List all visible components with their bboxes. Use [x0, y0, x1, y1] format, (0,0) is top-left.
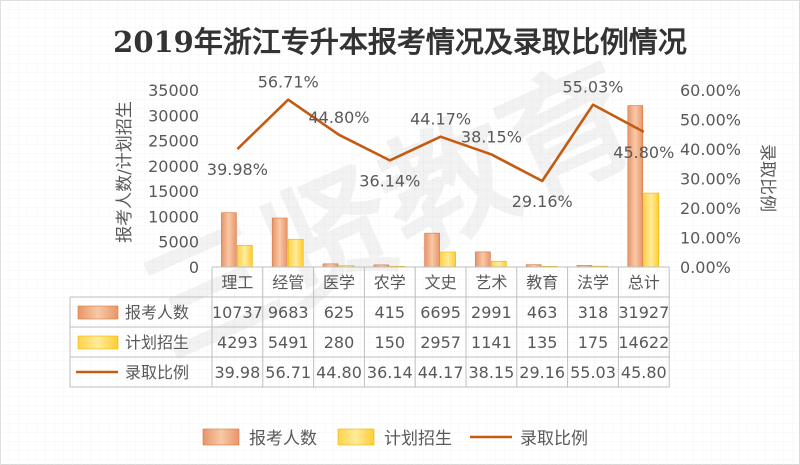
legend-label-0: 报考人数: [249, 429, 317, 449]
table-cell-0-3: 415: [375, 303, 406, 322]
table-row-label-0: 报考人数: [125, 303, 189, 322]
data-label-rate-4: 44.17%: [410, 110, 471, 129]
table-cell-0-8: 31927: [618, 303, 669, 322]
bar-planned-0: [237, 244, 253, 268]
table-row-label-1: 计划招生: [125, 333, 189, 352]
table-cell-2-2: 44.80: [316, 363, 362, 382]
chart-title: 2019年浙江专升本报考情况及录取比例情况: [113, 25, 687, 59]
x-tick-2: 医学: [323, 273, 355, 292]
y-tick-left: 35000: [148, 81, 199, 100]
table-cell-0-0: 10737: [212, 303, 263, 322]
y-axis-right-label: 录取比例: [757, 144, 777, 212]
table-cell-0-2: 625: [324, 303, 355, 322]
table-cell-2-4: 44.17: [418, 363, 464, 382]
y-tick-right: 30.00%: [680, 170, 741, 189]
data-label-rate-8: 45.80%: [613, 143, 674, 162]
y-tick-right: 20.00%: [680, 199, 741, 218]
table-cell-0-6: 463: [527, 303, 558, 322]
table-cell-1-7: 175: [578, 333, 609, 352]
data-label-rate-1: 56.71%: [258, 73, 319, 92]
data-label-rate-0: 39.98%: [207, 160, 268, 179]
table-cell-2-6: 29.16: [519, 363, 565, 382]
table-cell-1-6: 135: [527, 333, 558, 352]
table-cell-2-5: 38.15: [468, 363, 514, 382]
y-tick-left: 30000: [148, 106, 199, 125]
y-tick-right: 50.00%: [680, 111, 741, 130]
x-tick-8: 总计: [628, 273, 660, 292]
legend-label-2: 录取比例: [520, 429, 588, 449]
table-cell-1-4: 2957: [420, 333, 461, 352]
table-cell-2-3: 36.14: [367, 363, 413, 382]
table-cell-0-1: 9683: [268, 303, 309, 322]
y-tick-left: 25000: [148, 132, 199, 151]
y-tick-right: 0.00%: [680, 258, 731, 277]
table-cell-1-5: 1141: [471, 333, 512, 352]
y-tick-right: 40.00%: [680, 140, 741, 159]
legend-label-1: 计划招生: [384, 429, 452, 449]
x-tick-0: 理工: [221, 273, 253, 292]
y-tick-left: 0: [189, 258, 199, 277]
bar-planned-4: [440, 251, 456, 268]
table-cell-1-1: 5491: [268, 333, 309, 352]
table-cell-1-8: 14622: [618, 333, 669, 352]
y-axis-left-label: 报考人数/计划招生: [115, 101, 135, 243]
table-cell-2-1: 56.71: [265, 363, 311, 382]
table-cell-0-5: 2991: [471, 303, 512, 322]
table-key-1: [77, 335, 119, 350]
x-tick-7: 法学: [577, 273, 609, 292]
data-label-rate-5: 38.15%: [461, 127, 522, 146]
y-tick-left: 20000: [148, 157, 199, 176]
y-tick-right: 10.00%: [680, 229, 741, 248]
bar-planned-1: [287, 238, 304, 268]
data-label-rate-2: 44.80%: [308, 108, 369, 127]
table-cell-2-0: 39.98: [214, 363, 260, 382]
bar-applicants-4: [424, 232, 440, 268]
y-tick-left: 10000: [148, 207, 199, 226]
table-cell-1-3: 150: [375, 333, 406, 352]
x-tick-3: 农学: [374, 273, 406, 292]
data-label-rate-6: 29.16%: [512, 192, 573, 211]
legend-key-0: [202, 428, 240, 446]
table-cell-1-0: 4293: [217, 333, 258, 352]
y-tick-left: 5000: [158, 233, 199, 252]
y-tick-right: 60.00%: [680, 81, 741, 100]
bar-applicants-0: [221, 212, 237, 268]
table-cell-1-2: 280: [324, 333, 355, 352]
legend-key-1: [337, 428, 375, 446]
data-label-rate-7: 55.03%: [562, 78, 623, 97]
x-tick-1: 经管: [272, 273, 304, 292]
x-tick-5: 艺术: [475, 273, 507, 292]
bar-applicants-5: [475, 251, 491, 268]
table-cell-2-8: 45.80: [621, 363, 667, 382]
x-tick-4: 文史: [425, 273, 457, 292]
bar-applicants-1: [271, 217, 288, 268]
table-row-label-2: 录取比例: [125, 363, 189, 382]
line-admission-rate: [236, 98, 645, 183]
bar-planned-8: [643, 192, 660, 268]
table-cell-0-7: 318: [578, 303, 609, 322]
table-cell-0-4: 6695: [420, 303, 461, 322]
table-key-0: [77, 305, 119, 320]
data-label-rate-3: 36.14%: [359, 171, 420, 190]
y-tick-left: 15000: [148, 182, 199, 201]
table-cell-2-7: 55.03: [570, 363, 616, 382]
bar-planned-5: [491, 260, 507, 268]
x-tick-6: 教育: [526, 273, 558, 292]
